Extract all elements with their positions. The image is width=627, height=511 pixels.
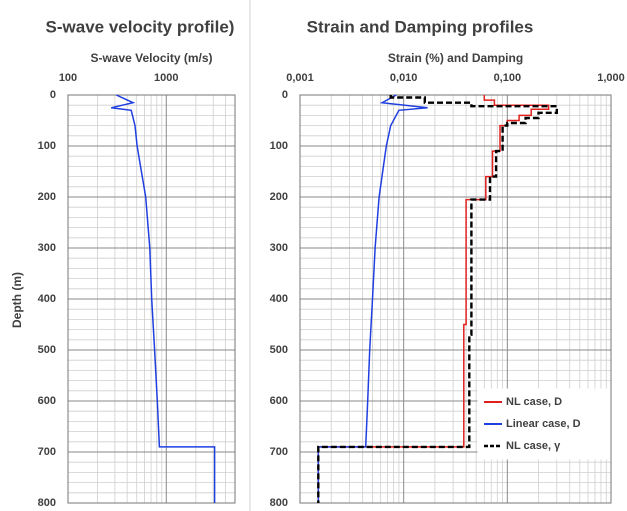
- y-tick-label: 700: [38, 446, 56, 458]
- profile-line: [111, 94, 216, 503]
- x-tick-label: 100: [59, 72, 77, 84]
- y-tick-label: 300: [270, 242, 288, 254]
- y-tick-label: 200: [38, 191, 56, 203]
- y-tick-label: 500: [38, 344, 56, 356]
- x-axis-label: Strain (%) and Damping: [388, 51, 523, 65]
- chart-title: S-wave velocity profile): [46, 17, 235, 36]
- chart-title: Strain and Damping profiles: [307, 17, 534, 36]
- x-tick-label: 1000: [154, 72, 178, 84]
- y-tick-label: 500: [270, 344, 288, 356]
- plot-border: [299, 94, 612, 504]
- y-tick-label: 400: [270, 293, 288, 305]
- legend-label: NL case, γ: [506, 440, 561, 452]
- plot-border: [67, 94, 236, 504]
- y-tick-label: 600: [38, 395, 56, 407]
- legend-label: NL case, D: [506, 396, 562, 408]
- y-tick-label: 700: [270, 446, 288, 458]
- y-tick-label: 200: [270, 191, 288, 203]
- legend: NL case, D Linear case, D NL case, γ: [477, 388, 611, 460]
- profile-line: [317, 95, 550, 503]
- x-axis-label: S-wave Velocity (m/s): [90, 51, 212, 65]
- x-tick-label: 0,010: [390, 72, 418, 84]
- x-tick-label: 0,100: [494, 72, 522, 84]
- profile-line: [317, 94, 428, 503]
- y-axis-label: Depth (m): [10, 272, 24, 328]
- y-tick-label: 0: [282, 89, 288, 101]
- y-tick-label: 100: [38, 140, 56, 152]
- y-tick-label: 800: [270, 497, 288, 509]
- y-tick-label: 300: [38, 242, 56, 254]
- y-tick-label: 600: [270, 395, 288, 407]
- x-tick-label: 0,001: [286, 72, 314, 84]
- y-tick-label: 400: [38, 293, 56, 305]
- y-tick-label: 800: [38, 497, 56, 509]
- x-tick-label: 1,000: [597, 72, 625, 84]
- y-tick-label: 100: [270, 140, 288, 152]
- legend-label: Linear case, D: [506, 418, 581, 430]
- y-tick-label: 0: [50, 89, 56, 101]
- profile-line: [317, 95, 558, 503]
